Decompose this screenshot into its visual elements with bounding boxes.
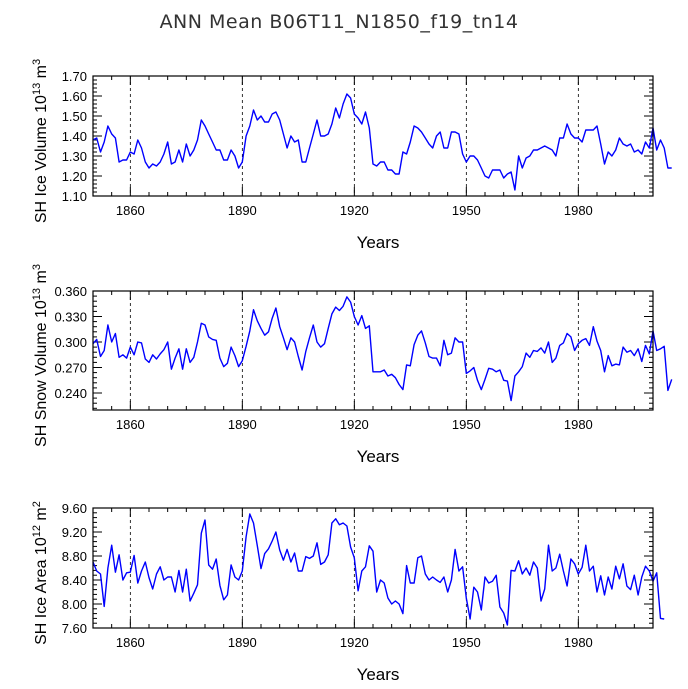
y-axis-label: SH Snow Volume 1013 m3: [31, 264, 50, 447]
x-tick-label-1920: 1920: [340, 203, 369, 218]
y-tick-label-8.00: 8.00: [62, 597, 87, 612]
plot-frame: [92, 507, 654, 629]
plot-frame: [92, 290, 654, 411]
x-tick-label-1860: 1860: [116, 203, 145, 218]
y-tick-label-1.60: 1.60: [62, 89, 87, 104]
x-tick-label-1890: 1890: [228, 635, 257, 650]
y-tick-label-9.60: 9.60: [62, 501, 87, 516]
y-axis-label-superscript: 3: [31, 264, 43, 270]
x-tick-label-1980: 1980: [564, 635, 593, 650]
y-axis-label-superscript: 13: [31, 288, 43, 300]
y-tick-label-7.60: 7.60: [62, 621, 87, 636]
y-tick-label-0.240: 0.240: [54, 386, 87, 401]
y-tick-label-1.40: 1.40: [62, 129, 87, 144]
x-axis-label: Years: [357, 233, 400, 252]
y-tick-label-1.10: 1.10: [62, 189, 87, 204]
series-line-ice-area: [92, 513, 665, 626]
x-axis-label: Years: [357, 447, 400, 466]
y-tick-label-1.50: 1.50: [62, 109, 87, 124]
series-line-ice-volume: [92, 93, 672, 191]
figure-title: ANN Mean B06T11_N1850_f19_tn14: [160, 11, 519, 33]
panel-ice-volume: 1860 1890 1920 1950 1980 1.10 1.20 1.30 1.40 1.50…: [31, 59, 672, 252]
x-tick-label-1860: 1860: [116, 417, 145, 432]
y-tick-label-1.20: 1.20: [62, 169, 87, 184]
y-tick-label-8.80: 8.80: [62, 549, 87, 564]
x-tick-label-1950: 1950: [452, 417, 481, 432]
y-tick-label-0.330: 0.330: [54, 310, 87, 325]
x-axis-label: Years: [357, 665, 400, 684]
panel-snow-volume: 1860 1890 1920 1950 1980 0.240 0.270 0.300 0.330…: [31, 264, 673, 466]
x-tick-label-1920: 1920: [340, 635, 369, 650]
y-tick-label-0.360: 0.360: [54, 284, 87, 299]
series-line-snow-volume: [92, 296, 673, 402]
y-axis-label-part: m: [33, 65, 50, 83]
y-axis-label-superscript: 13: [31, 83, 43, 95]
y-axis-label: SH Ice Volume 1013 m3: [31, 59, 50, 223]
y-tick-label-1.70: 1.70: [62, 69, 87, 84]
y-tick-label-8.40: 8.40: [62, 573, 87, 588]
y-tick-label-0.300: 0.300: [54, 335, 87, 350]
y-tick-label-0.270: 0.270: [54, 361, 87, 376]
y-axis-label-part: m: [33, 507, 50, 525]
y-axis-label-part: m: [33, 270, 50, 288]
x-tick-label-1890: 1890: [228, 203, 257, 218]
y-axis-label-part: SH Ice Volume 10: [33, 95, 50, 223]
y-axis-label-part: SH Snow Volume 10: [33, 300, 50, 447]
y-axis-label: SH Ice Area 1012 m2: [31, 501, 50, 645]
x-tick-label-1860: 1860: [116, 635, 145, 650]
x-tick-label-1920: 1920: [340, 417, 369, 432]
plot-frame: [92, 75, 654, 197]
x-tick-label-1980: 1980: [564, 417, 593, 432]
x-tick-label-1950: 1950: [452, 635, 481, 650]
y-axis-label-superscript: 2: [31, 501, 43, 507]
y-axis-label-superscript: 3: [31, 59, 43, 65]
x-tick-label-1980: 1980: [564, 203, 593, 218]
y-tick-label-1.30: 1.30: [62, 149, 87, 164]
x-tick-label-1950: 1950: [452, 203, 481, 218]
panel-ice-area: 1860 1890 1920 1950 1980 7.60 8.00 8.40 8.80 9.20…: [31, 501, 665, 684]
y-axis-label-superscript: 12: [31, 525, 43, 537]
y-axis-label-part: SH Ice Area 10: [33, 537, 50, 645]
x-tick-label-1890: 1890: [228, 417, 257, 432]
y-tick-label-9.20: 9.20: [62, 525, 87, 540]
